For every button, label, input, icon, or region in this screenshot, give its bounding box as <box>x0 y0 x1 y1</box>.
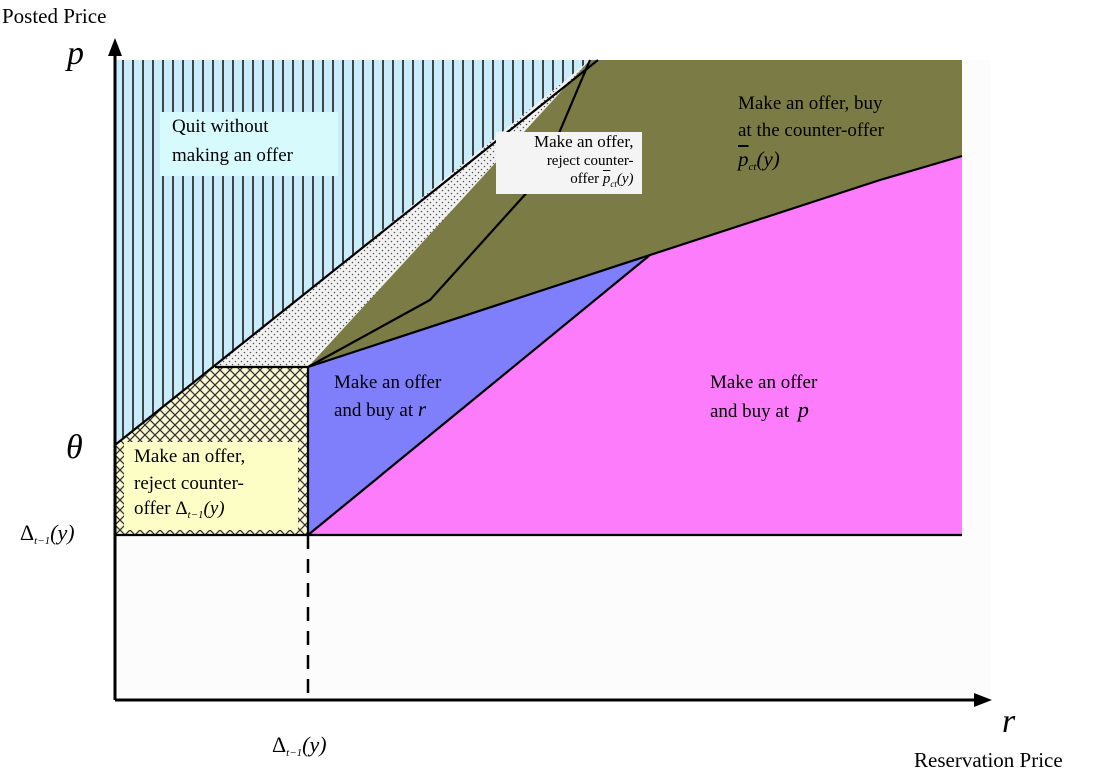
buy-p-region-label: Make an offer and buy at p <box>710 372 818 422</box>
quit-label-box <box>160 112 338 176</box>
reject-pct-region-label: Make an offer, reject counter- offer pct… <box>534 132 634 190</box>
r-axis-symbol: r <box>1002 703 1016 740</box>
buy-counter-region <box>308 60 962 367</box>
p-axis-symbol: p <box>67 35 84 72</box>
axes <box>108 38 992 707</box>
theta-symbol: θ <box>66 429 83 466</box>
buy-p-region <box>308 156 962 535</box>
buy-counter-region-label: Make an offer, buy at the counter-offer … <box>738 93 884 173</box>
reject-delta-label-box <box>124 442 298 530</box>
reject-delta-region-label: Make an offer, reject counter- offer Δt−… <box>134 446 246 521</box>
reject-pct-label-box <box>496 132 642 194</box>
boundary-lines <box>114 59 963 537</box>
delta-x-axis-label: Δt−1(y) <box>272 732 327 759</box>
delta-y-axis-label: Δt−1(y) <box>20 520 75 547</box>
y-axis-title: Posted Price <box>2 4 107 28</box>
x-axis-title: Reservation Price <box>914 748 1063 772</box>
buy-r-region-label: Make an offer and buy at r <box>334 372 442 421</box>
quit-region-label: Quit without making an offer <box>172 116 293 166</box>
